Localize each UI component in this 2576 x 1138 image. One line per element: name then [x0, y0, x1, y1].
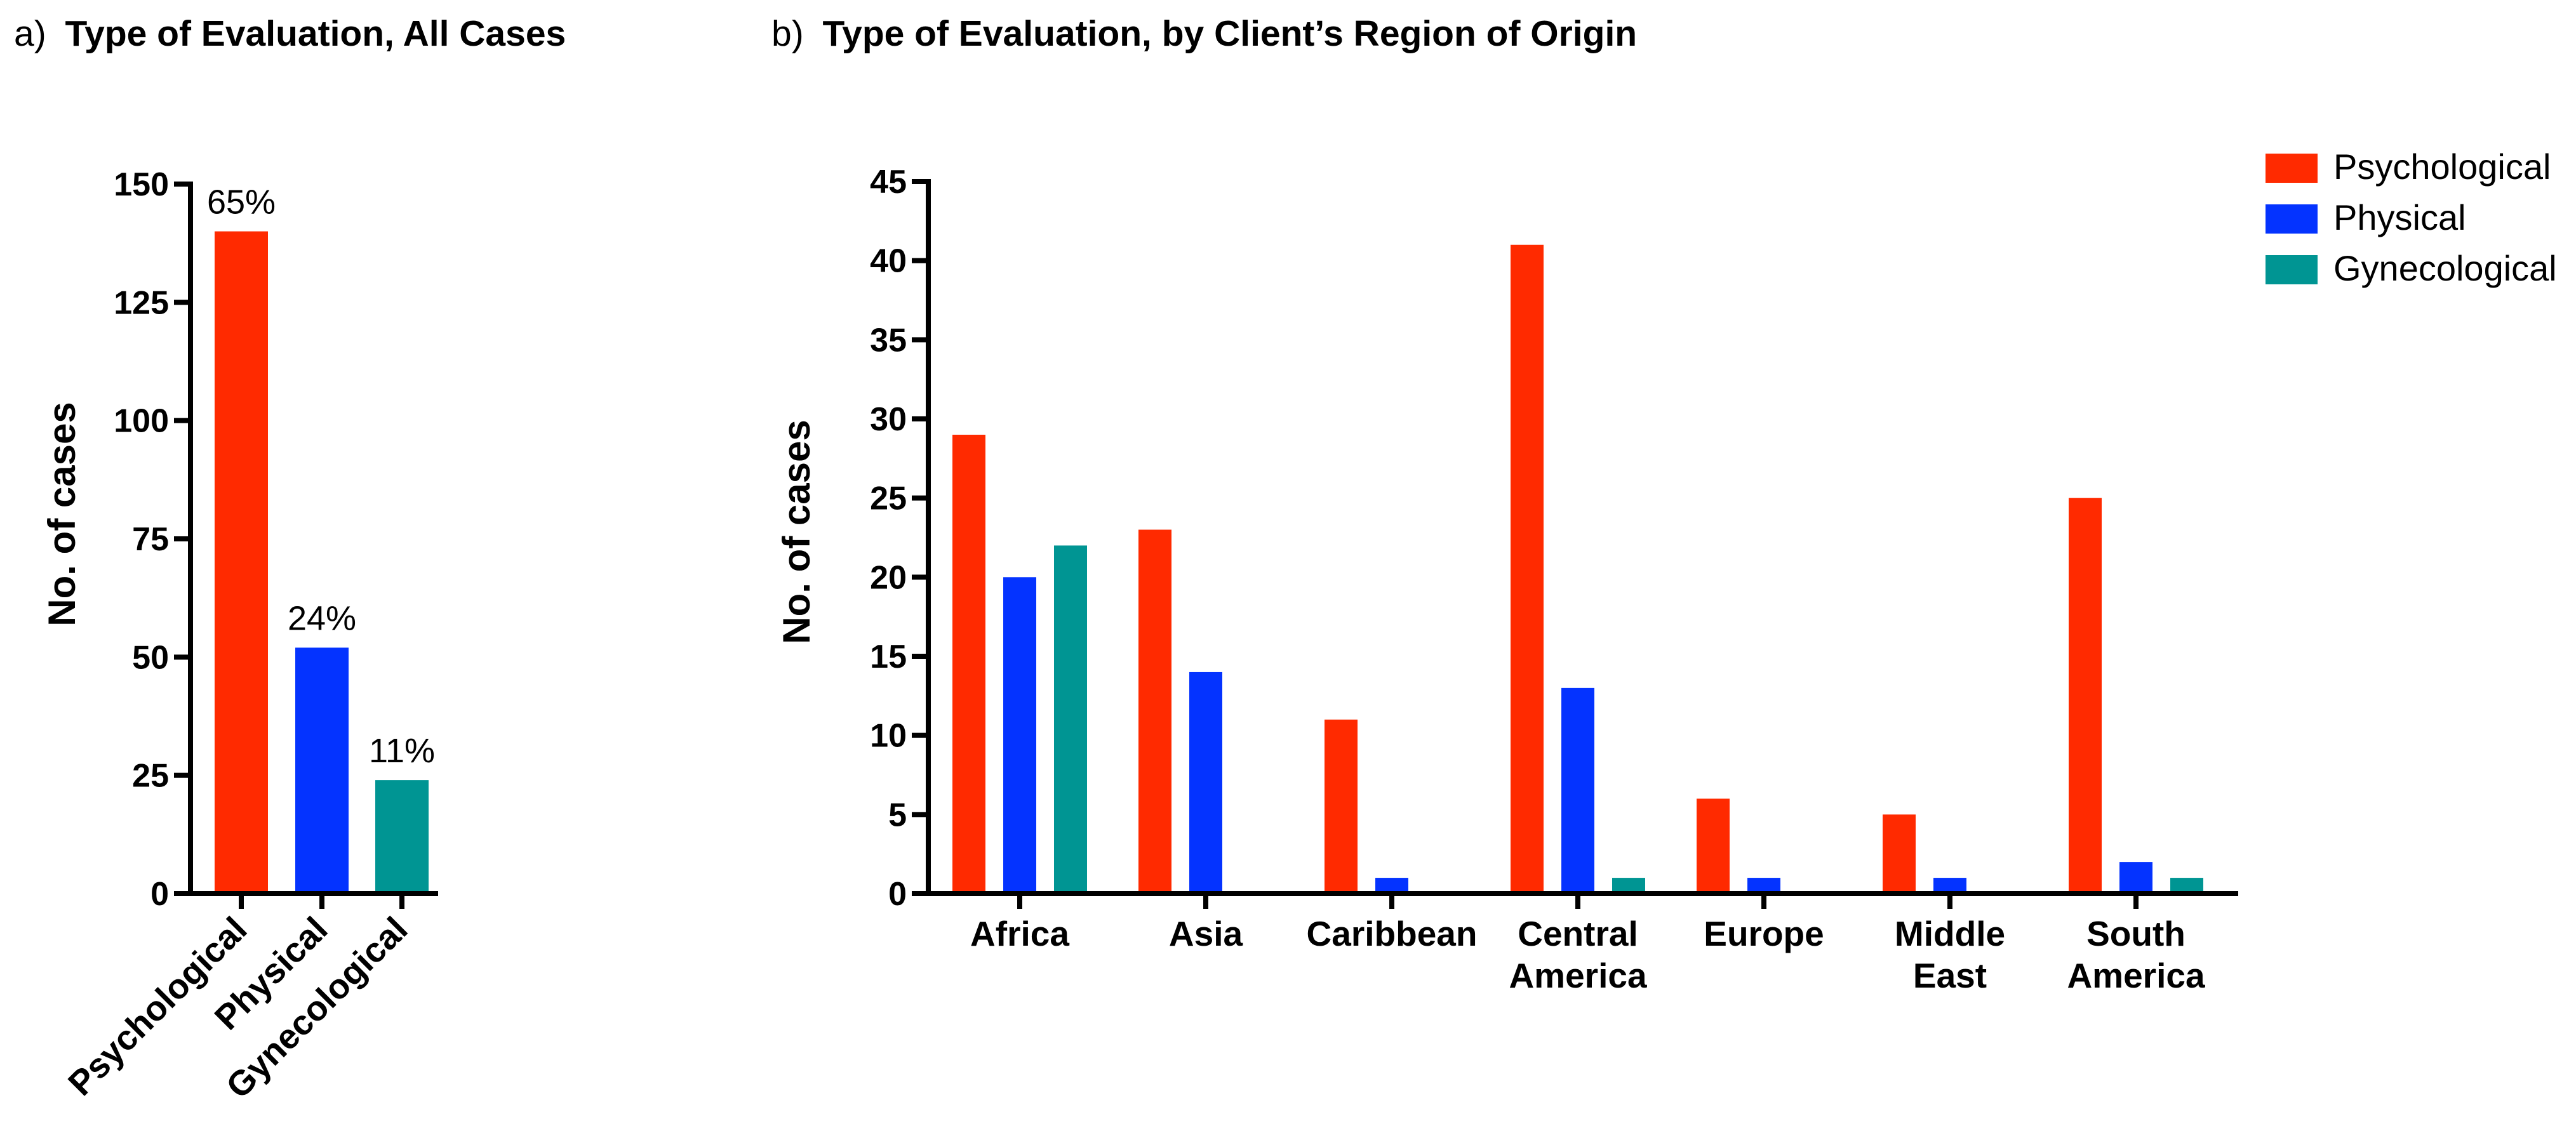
- bar-asia-psychological: [1138, 529, 1171, 894]
- bar-africa-gynecological: [1054, 545, 1087, 894]
- panel-a-letter: a): [14, 13, 46, 54]
- y-tick-label-30: 30: [870, 401, 907, 438]
- y-tick-label-25: 25: [132, 758, 169, 795]
- data-label-psychological: 65%: [207, 183, 276, 222]
- bar-central-america-gynecological: [1612, 878, 1645, 894]
- chart-b: 0 5 10 15 20 25 30 35 40 45 Africa Asia Caribbean Ce…: [775, 164, 2238, 995]
- y-tick-label-25: 25: [870, 480, 907, 517]
- y-tick-label-50: 50: [132, 639, 169, 676]
- panel-a-title-text: Type of Evaluation, All Cases: [65, 13, 566, 54]
- chart-a: 65% 24% 11% 0 25 50 75 100 125 150 Psychological…: [41, 166, 438, 1106]
- legend: Psychological Physical Gynecological: [2266, 147, 2557, 288]
- bar-physical: [295, 647, 349, 894]
- legend-label-physical: Physical: [2333, 197, 2466, 237]
- bar-gynecological: [375, 780, 429, 894]
- legend-label-psychological: Psychological: [2333, 147, 2551, 187]
- x-tick-label-south-america: South America: [2067, 914, 2205, 995]
- panel-b-title-text: Type of Evaluation, by Client’s Region o…: [823, 13, 1638, 54]
- y-tick-label-0: 0: [150, 876, 169, 913]
- chart-b-x-axis: Africa Asia Caribbean Central America Europe M…: [926, 891, 2238, 995]
- legend-swatch-psychological: [2266, 154, 2318, 183]
- bar-africa-physical: [1003, 577, 1036, 894]
- data-label-gynecological: 11%: [369, 732, 435, 770]
- legend-swatch-gynecological: [2266, 255, 2318, 284]
- y-tick-label-45: 45: [870, 164, 907, 201]
- bar-central-america-psychological: [1511, 244, 1544, 894]
- legend-swatch-physical: [2266, 204, 2318, 234]
- x-tick-label-caribbean: Caribbean: [1307, 914, 1478, 953]
- y-tick-label-5: 5: [888, 797, 907, 833]
- bar-europe-psychological: [1697, 798, 1730, 894]
- x-tick-label-europe: Europe: [1704, 914, 1824, 953]
- y-tick-label-100: 100: [114, 403, 169, 440]
- bar-caribbean-physical: [1375, 878, 1408, 894]
- bar-south-america-physical: [2119, 862, 2152, 894]
- data-label-physical: 24%: [288, 599, 356, 637]
- legend-label-gynecological: Gynecological: [2333, 248, 2557, 288]
- bar-africa-psychological: [952, 434, 985, 894]
- bar-middle-east-physical: [1933, 878, 1966, 894]
- panel-b-title: b) Type of Evaluation, by Client’s Regio…: [771, 13, 1637, 54]
- bar-central-america-physical: [1561, 687, 1594, 894]
- x-tick-label-middle-east: Middle East: [1895, 914, 2005, 995]
- y-tick-label-10: 10: [870, 718, 907, 755]
- y-tick-label-40: 40: [870, 243, 907, 280]
- bar-south-america-gynecological: [2170, 878, 2203, 894]
- panel-a-title: a) Type of Evaluation, All Cases: [14, 13, 566, 54]
- y-tick-label-35: 35: [870, 322, 907, 359]
- y-tick-label-150: 150: [114, 166, 169, 203]
- y-tick-label-15: 15: [870, 638, 907, 675]
- y-tick-label-20: 20: [870, 559, 907, 596]
- bar-middle-east-psychological: [1883, 814, 1916, 894]
- chart-a-data-labels: 65% 24% 11%: [207, 183, 435, 771]
- chart-b-bars: [952, 244, 2203, 894]
- bar-psychological: [215, 231, 268, 894]
- x-tick-label-asia: Asia: [1169, 914, 1243, 953]
- chart-a-y-axis: 0 25 50 75 100 125 150: [114, 166, 193, 913]
- chart-a-y-axis-title: No. of cases: [41, 402, 83, 626]
- bar-europe-physical: [1747, 878, 1780, 894]
- x-tick-label-central-america: Central America: [1509, 914, 1646, 995]
- panel-b-letter: b): [771, 13, 804, 54]
- chart-b-y-axis: 0 5 10 15 20 25 30 35 40 45: [870, 164, 931, 913]
- bar-south-america-psychological: [2069, 498, 2102, 894]
- chart-a-bars: [215, 231, 429, 894]
- y-tick-label-75: 75: [132, 521, 169, 558]
- bar-asia-physical: [1189, 672, 1222, 894]
- y-tick-label-125: 125: [114, 284, 169, 321]
- y-tick-label-0: 0: [888, 876, 907, 913]
- x-tick-label-africa: Africa: [970, 914, 1069, 953]
- chart-b-y-axis-title: No. of cases: [775, 420, 818, 644]
- bar-caribbean-psychological: [1325, 719, 1358, 894]
